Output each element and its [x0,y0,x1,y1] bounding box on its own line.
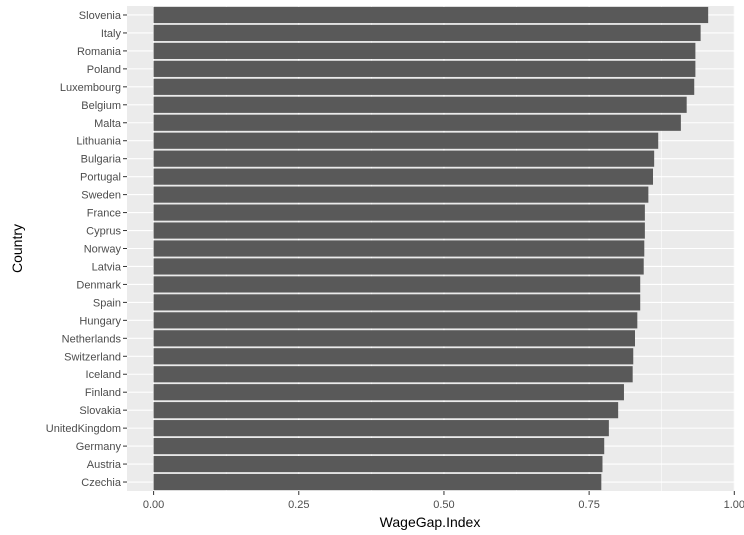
y-tick-label: Sweden [81,190,121,202]
x-tick-label: 0.50 [433,499,454,511]
bar-slovakia [153,402,619,419]
bar-sweden [153,186,649,203]
y-tick-label: Luxembourg [60,82,121,94]
bar-portugal [153,168,654,185]
y-tick-label: Portugal [80,172,121,184]
bar-latvia [153,258,644,275]
y-tick-label: Lithuania [76,136,122,148]
bar-finland [153,384,624,401]
bar-poland [153,60,696,77]
y-tick-label: Netherlands [62,333,122,345]
bar-unitedkingdom [153,420,609,437]
y-tick-label: Switzerland [64,351,121,363]
y-tick-label: UnitedKingdom [46,423,121,435]
x-tick-label: 0.75 [578,499,599,511]
y-axis: Slovenia Italy Romania Poland Luxembourg Belg… [46,10,127,489]
bar-hungary [153,312,638,329]
bar-cyprus [153,222,645,239]
bar-romania [153,42,696,59]
y-tick-label: France [87,208,121,220]
y-tick-label: Hungary [79,315,121,327]
bar-czechia [153,473,602,491]
bar-norway [153,240,645,257]
y-tick-label: Germany [76,441,122,453]
y-tick-label: Italy [101,28,122,40]
y-tick-label: Austria [87,459,122,471]
x-axis: 0.00 0.25 0.50 0.75 1.00 [143,491,744,511]
x-tick-label: 0.00 [143,499,164,511]
bar-france [153,204,645,221]
y-tick-label: Latvia [92,261,122,273]
bar-lithuania [153,132,659,149]
bar-luxembourg [153,78,695,95]
bar-slovenia [153,6,709,24]
bar-bulgaria [153,150,655,167]
bar-belgium [153,96,687,113]
x-axis-title: WageGap.Index [380,514,481,530]
y-tick-label: Finland [85,387,121,399]
bar-spain [153,294,641,311]
y-tick-label: Czechia [81,477,122,489]
y-tick-label: Spain [93,297,121,309]
y-tick-label: Belgium [81,100,121,112]
y-tick-label: Poland [87,64,121,76]
y-tick-label: Cyprus [86,226,121,238]
bar-netherlands [153,330,636,347]
bar-germany [153,438,605,455]
x-tick-label: 1.00 [724,499,744,511]
bar-malta [153,114,681,131]
y-tick-label: Denmark [76,279,121,291]
bar-denmark [153,276,641,293]
bar-italy [153,24,701,42]
y-axis-title: Country [9,224,25,273]
y-tick-label: Romania [77,46,122,58]
y-tick-label: Malta [94,118,122,130]
bar-switzerland [153,348,634,365]
y-tick-label: Iceland [86,369,121,381]
x-tick-label: 0.25 [288,499,309,511]
bar-austria [153,455,603,473]
y-tick-label: Norway [84,244,122,256]
bar-iceland [153,366,633,383]
y-tick-label: Slovenia [79,10,122,22]
y-tick-label: Slovakia [79,405,121,417]
y-tick-label: Bulgaria [81,154,122,166]
bars [153,6,709,491]
